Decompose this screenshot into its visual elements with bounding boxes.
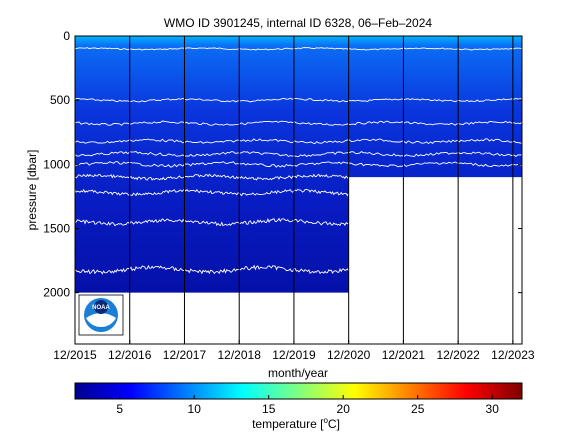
x-tick-label: 12/2023	[491, 348, 535, 362]
y-tick-label: 500	[50, 93, 70, 107]
colorbar	[74, 382, 523, 400]
plot-frame	[74, 35, 523, 345]
colorbar-tick-label: 15	[262, 402, 276, 416]
x-tick-label: 12/2017	[163, 348, 207, 362]
isotherm-line	[75, 217, 349, 227]
plot-area	[75, 36, 522, 344]
x-tick-label: 12/2022	[436, 348, 480, 362]
x-tick-label: 12/2015	[53, 348, 97, 362]
y-axis: 0 500 1000 1500 2000	[43, 29, 522, 300]
isotherm-line	[75, 138, 522, 145]
x-tick-label: 12/2020	[327, 348, 371, 362]
colorbar-label-text: temperature [	[252, 417, 324, 431]
x-axis-label: month/year	[268, 366, 328, 380]
y-tick-label: 1000	[43, 157, 70, 171]
isotherm-line	[75, 151, 522, 158]
isotherm-line	[75, 120, 522, 126]
chart-title: WMO ID 3901245, internal ID 6328, 06–Feb…	[164, 16, 432, 30]
x-tick-label: 12/2019	[272, 348, 316, 362]
x-tick-label: 12/2021	[382, 348, 426, 362]
y-tick-label: 1500	[43, 222, 70, 236]
x-tick-label: 12/2016	[108, 348, 152, 362]
y-tick-label: 0	[63, 29, 70, 43]
colorbar-tick-label: 5	[116, 402, 123, 416]
y-axis-label: pressure [dbar]	[25, 150, 39, 231]
colorbar-tick-label: 30	[486, 402, 500, 416]
isotherm-line	[75, 173, 350, 181]
isotherm-line	[75, 188, 350, 197]
isotherm-contours	[75, 47, 522, 275]
noaa-logo-text: NOAA	[92, 305, 110, 311]
colorbar-tick-label: 10	[188, 402, 202, 416]
year-gridlines	[75, 36, 514, 344]
colorbar-label: temperature [oC]	[252, 416, 340, 431]
isotherm-line	[75, 264, 350, 275]
colorbar-tick-label: 25	[411, 402, 425, 416]
x-tick-label: 12/2018	[218, 348, 262, 362]
isotherm-line	[75, 47, 522, 51]
colorbar-label-unit: C]	[328, 417, 340, 431]
isotherm-line	[75, 161, 522, 168]
colorbar-tick-label: 20	[337, 402, 351, 416]
y-tick-label: 2000	[43, 286, 70, 300]
noaa-logo: NOAA	[78, 294, 124, 336]
colorbar-ticks: 5 10 15 20 25 30	[116, 395, 499, 416]
isotherm-line	[75, 97, 522, 103]
x-axis: 12/2015 12/2016 12/2017 12/2018 12/2019 12/20…	[53, 340, 535, 362]
colorbar-label-degree: o	[323, 416, 328, 425]
